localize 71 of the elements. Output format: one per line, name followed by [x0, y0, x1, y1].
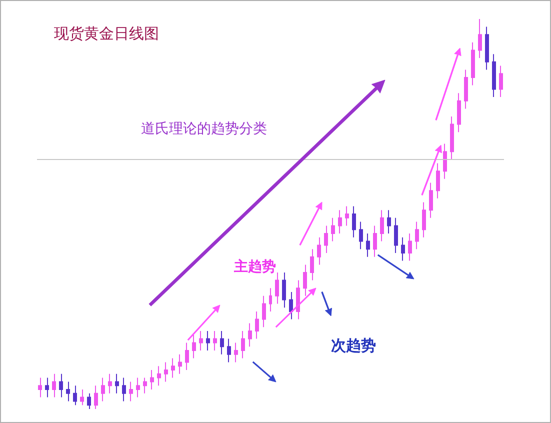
- candlestick: [241, 330, 245, 359]
- candlestick: [234, 342, 238, 363]
- candlestick: [115, 373, 119, 394]
- annotation: 主趋势: [233, 258, 276, 275]
- candlestick: [164, 362, 168, 382]
- candlestick: [457, 92, 461, 133]
- candlestick: [136, 377, 140, 398]
- candlestick: [289, 292, 293, 320]
- candlestick: [213, 330, 217, 351]
- candlestick: [380, 210, 384, 242]
- candlestick: [373, 225, 377, 258]
- candlestick: [492, 54, 496, 98]
- candlestick: [366, 233, 370, 258]
- candlestick: [122, 377, 126, 402]
- candlestick: [94, 385, 98, 410]
- candlestick: [471, 42, 475, 86]
- annotation: 次趋势: [331, 336, 376, 354]
- candlestick: [157, 366, 161, 386]
- candlestick: [87, 392, 91, 410]
- candlestick: [52, 373, 56, 398]
- candlestick: [303, 264, 307, 296]
- candlestick: [324, 225, 328, 254]
- candlestick: [359, 221, 363, 250]
- candlestick: [255, 311, 259, 340]
- candlestick: [269, 288, 272, 312]
- candlestick: [436, 162, 440, 199]
- candlestick: [59, 373, 63, 398]
- candlestick: [296, 280, 300, 320]
- candlestick: [80, 389, 84, 406]
- candlestick: [352, 206, 356, 238]
- chart-title: 现货黄金日线图: [54, 24, 159, 42]
- candlestick: [38, 377, 42, 398]
- candlestick: [66, 381, 70, 402]
- candlestick: [331, 217, 335, 242]
- candlestick: [478, 18, 482, 58]
- candlestick: [282, 272, 286, 308]
- candlestick: [387, 210, 391, 234]
- candlestick: [101, 377, 105, 402]
- candlestick: [129, 381, 133, 402]
- candlestick: [262, 295, 266, 328]
- candlestick: [422, 202, 426, 238]
- candlestick: [185, 342, 189, 370]
- candlestick: [345, 206, 349, 226]
- candlestick: [415, 221, 419, 250]
- candlestick: [310, 248, 314, 281]
- candlestick: [248, 322, 252, 348]
- candlestick: [220, 330, 224, 355]
- candlestick: [338, 210, 342, 234]
- candlestick: [171, 358, 175, 378]
- candlestick: [108, 373, 112, 394]
- candlestick: [192, 334, 196, 359]
- candlestick: [275, 272, 279, 304]
- candlestick: [317, 236, 321, 266]
- candlestick: [464, 69, 468, 110]
- candlestick: [73, 385, 77, 406]
- candlestick: [429, 182, 433, 218]
- candlestick: [143, 377, 147, 394]
- candlestick: [443, 143, 447, 180]
- candlestick: [150, 370, 154, 390]
- candlestick: [45, 377, 49, 398]
- candlestick: [408, 233, 412, 262]
- candlestick: [450, 116, 454, 160]
- candlestick: [499, 65, 503, 98]
- candlestick: [485, 26, 489, 70]
- candlestick: [401, 236, 405, 262]
- candlestick: [178, 354, 182, 374]
- candlestick: [394, 217, 398, 254]
- candlestick: [206, 330, 210, 351]
- annotation: 道氏理论的趋势分类: [141, 121, 267, 137]
- candlestick: [227, 338, 231, 363]
- candlestick: [199, 330, 203, 351]
